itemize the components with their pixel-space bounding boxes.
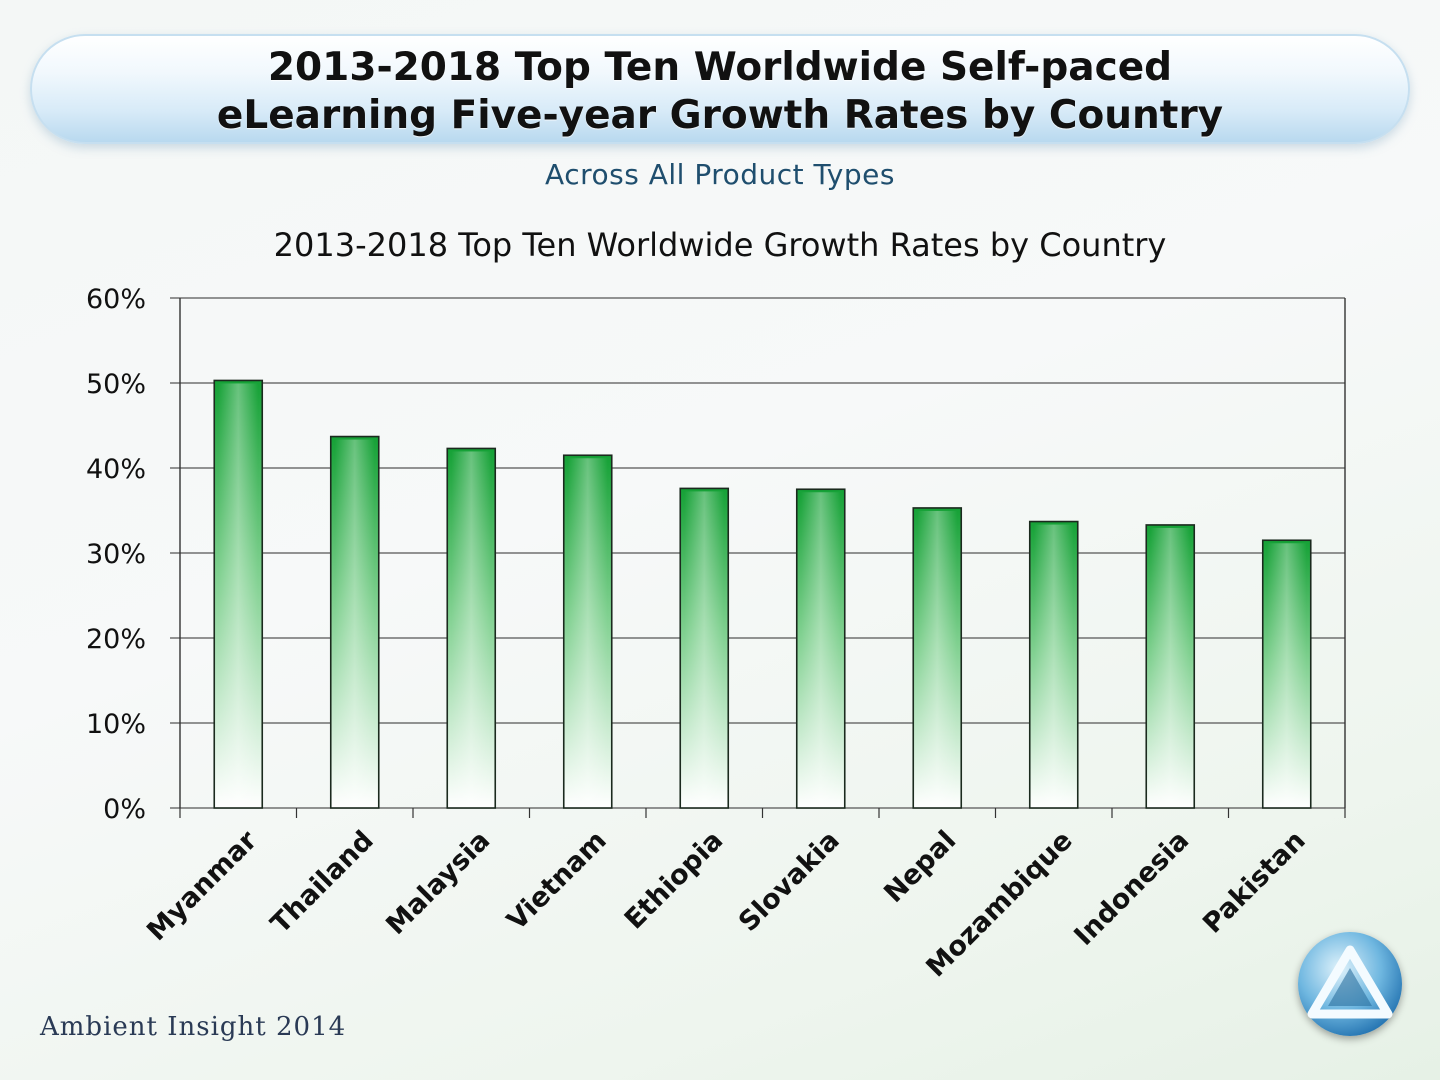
x-tick-label: Malaysia <box>380 825 496 941</box>
bar-mozambique <box>1028 520 1079 809</box>
bar-highlight <box>684 491 725 805</box>
x-axis-ticks: Myanmar Thailand Malaysia Vietnam Ethiopia Sl… <box>141 808 1346 983</box>
x-tick-label: Ethiopia <box>619 825 729 935</box>
page-subtitle: Across All Product Types <box>545 158 895 191</box>
bar-highlight <box>334 439 375 805</box>
bar-highlight <box>1266 543 1307 805</box>
bar-myanmar <box>213 379 264 809</box>
bar-vietnam <box>562 454 613 809</box>
bar-highlight <box>567 458 608 805</box>
bar-ethiopia <box>679 487 730 809</box>
x-tick-label: Vietnam <box>501 825 612 936</box>
bar-highlight <box>218 383 259 805</box>
chart-title: 2013-2018 Top Ten Worldwide Growth Rates… <box>273 226 1167 264</box>
bar-indonesia <box>1145 524 1196 809</box>
x-tick-label: Thailand <box>265 825 380 940</box>
y-tick-label: 60% <box>86 284 146 315</box>
title-banner: 2013-2018 Top Ten Worldwide Self-paced e… <box>30 34 1410 144</box>
bar-highlight <box>451 451 492 805</box>
footer-credit: Ambient Insight 2014 <box>40 1012 347 1042</box>
page-title: 2013-2018 Top Ten Worldwide Self-paced e… <box>216 45 1224 138</box>
x-tick-label: Pakistan <box>1197 825 1311 939</box>
bar-pakistan <box>1261 539 1312 809</box>
bar-highlight <box>1033 524 1074 805</box>
y-tick-label: 10% <box>86 709 146 740</box>
y-tick-label: 40% <box>86 454 146 485</box>
bar-highlight <box>1150 527 1191 805</box>
x-tick-label: Indonesia <box>1068 825 1195 952</box>
bar-nepal <box>912 507 963 809</box>
y-tick-label: 20% <box>86 624 146 655</box>
y-tick-label: 30% <box>86 539 146 570</box>
bar-malaysia <box>446 447 497 809</box>
x-tick-label: Nepal <box>878 825 962 909</box>
chart-bars <box>213 379 1312 809</box>
y-tick-label: 0% <box>103 794 146 825</box>
x-tick-label: Slovakia <box>733 825 846 938</box>
x-tick-label: Myanmar <box>141 825 264 948</box>
bar-highlight <box>917 510 958 805</box>
triangle-logo-icon <box>1298 932 1402 1036</box>
y-axis-ticks: 0% 10% 20% 30% 40% 50% 60% <box>86 284 146 825</box>
bar-highlight <box>800 492 841 805</box>
y-tick-label: 50% <box>86 369 146 400</box>
bar-slovakia <box>795 488 846 809</box>
bar-thailand <box>329 435 380 809</box>
